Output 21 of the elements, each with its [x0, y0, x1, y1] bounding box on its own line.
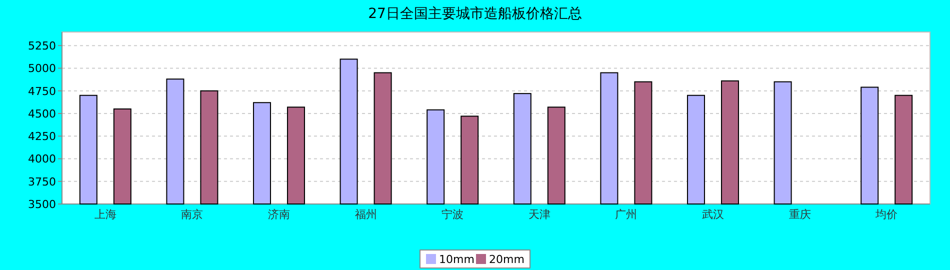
x-tick-label: 上海 [94, 208, 116, 221]
x-tick-label: 济南 [268, 208, 290, 221]
x-tick-label: 宁波 [442, 208, 464, 221]
y-tick-label: 4250 [28, 130, 56, 144]
x-tick-label: 天津 [528, 208, 550, 221]
y-tick-label: 4000 [28, 152, 56, 166]
x-tick-label: 广州 [615, 208, 638, 221]
y-tick-label: 3500 [28, 198, 56, 211]
legend-label: 10mm [439, 253, 474, 266]
y-tick-label: 4500 [28, 107, 56, 120]
y-tick-label: 5250 [28, 40, 56, 53]
y-tick-label: 3750 [28, 175, 56, 188]
legend-label: 20mm [489, 253, 524, 266]
x-tick-label: 南京 [181, 208, 204, 221]
x-tick-label: 福州 [354, 208, 377, 221]
x-tick-label: 重庆 [788, 208, 811, 221]
y-tick-label: 4750 [28, 84, 56, 98]
chart-title: 27日全国主要城市造船板价格汇总 [368, 6, 582, 22]
y-tick-label: 5000 [28, 62, 56, 76]
x-tick-label: 武汉 [702, 208, 724, 221]
x-tick-label: 均价 [874, 208, 898, 221]
